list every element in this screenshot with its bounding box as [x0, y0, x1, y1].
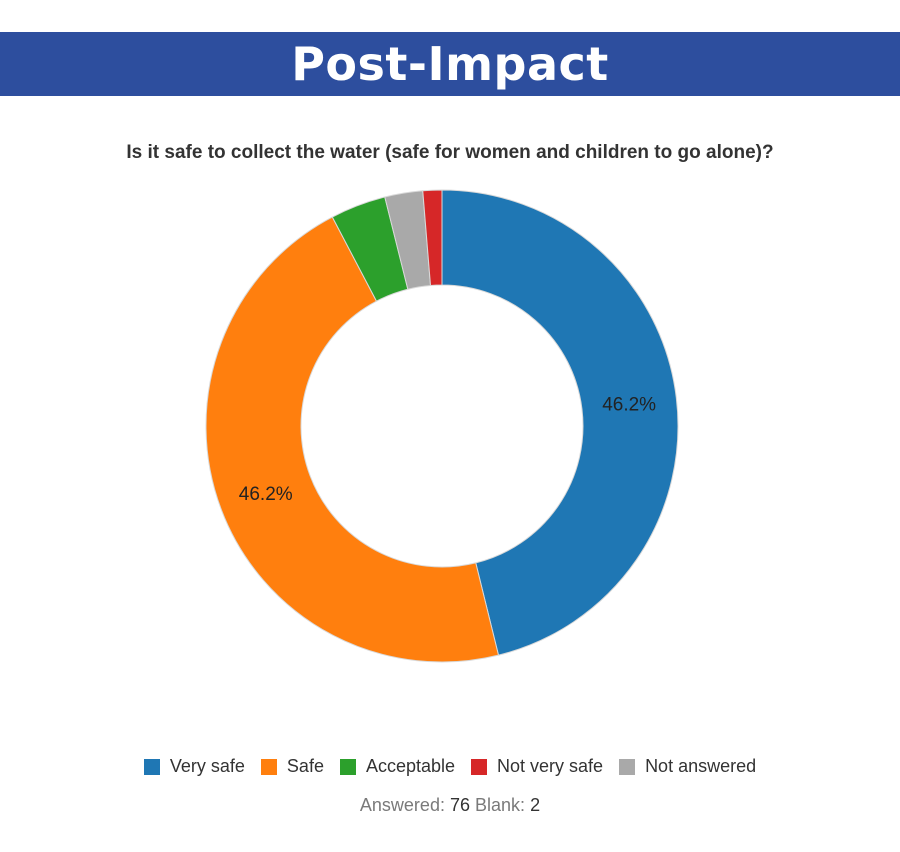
legend-swatch [471, 758, 488, 775]
answered-count: 76 [449, 795, 470, 815]
blank-label: Blank: [475, 795, 526, 815]
legend-swatch [260, 758, 277, 775]
response-counts: Answered: 76 Blank: 2 [0, 795, 900, 816]
legend-item-not-answered[interactable]: Not answered [619, 756, 756, 777]
answered-label: Answered: [359, 795, 445, 815]
slice-very-safe[interactable] [441, 189, 679, 656]
donut-chart: 46.2% 46.2% [205, 189, 679, 663]
data-label-very-safe: 46.2% [602, 394, 656, 415]
chart-title: Is it safe to collect the water (safe fo… [126, 142, 774, 163]
legend-swatch [619, 758, 636, 775]
slice-not-very-safe[interactable] [422, 189, 443, 287]
legend-label: Very safe [169, 756, 245, 776]
blank-count: 2 [530, 795, 541, 815]
legend-label: Acceptable [365, 756, 456, 776]
legend-item-acceptable[interactable]: Acceptable [339, 756, 456, 777]
legend-item-very-safe[interactable]: Very safe [143, 756, 245, 777]
legend-item-not-very-safe[interactable]: Not very safe [471, 756, 603, 777]
legend-label: Not very safe [497, 756, 604, 776]
banner-title: Post-Impact [291, 37, 609, 91]
legend-item-safe[interactable]: Safe [260, 756, 324, 777]
slice-safe[interactable] [205, 216, 500, 663]
header-banner: Post-Impact [0, 32, 900, 96]
legend-label: Safe [286, 756, 324, 776]
legend-label: Not answered [645, 756, 757, 776]
legend-swatch [339, 758, 356, 775]
data-label-safe: 46.2% [239, 484, 293, 505]
chart-legend: Very safe Safe Acceptable Not very safe … [0, 756, 900, 777]
legend-swatch [143, 758, 160, 775]
